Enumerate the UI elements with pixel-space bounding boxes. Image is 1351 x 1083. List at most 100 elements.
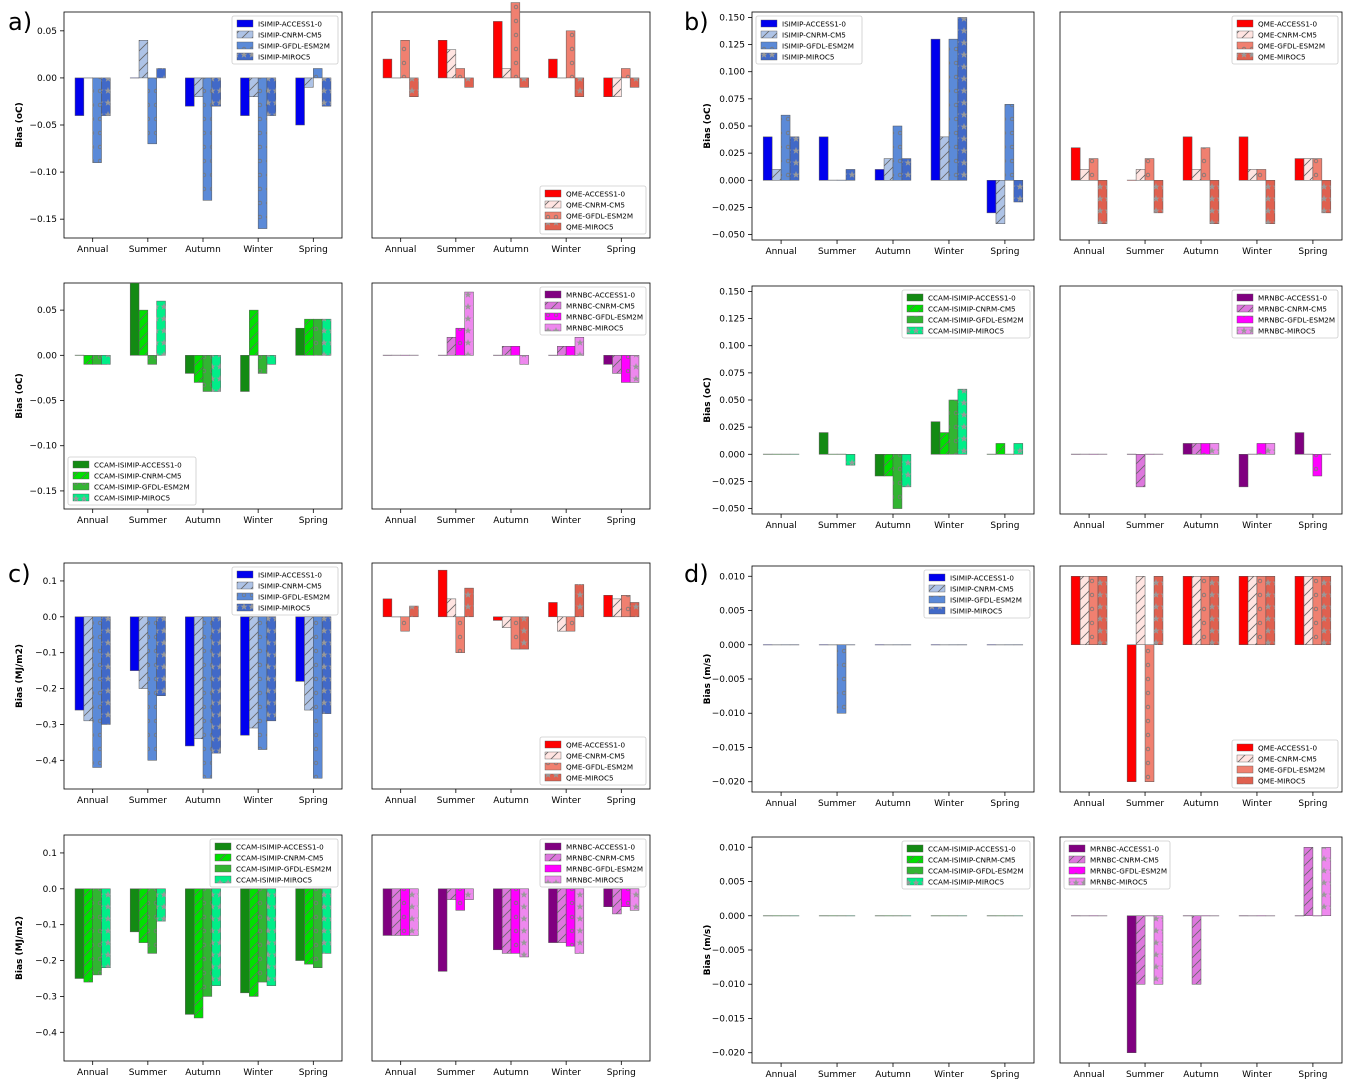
- x-tick-label: Summer: [818, 521, 856, 531]
- legend-label: QME-GFDL-ESM2M: [1258, 766, 1325, 775]
- x-tick-label: Annual: [77, 245, 108, 255]
- bar-mrnbc-access1-0-annual: [382, 354, 393, 356]
- legend-label: CCAM-ISIMIP-MIROC5: [94, 494, 170, 503]
- y-tick-label: 0.005: [719, 607, 745, 617]
- bar-mrnbc-access1-0-summer: [437, 888, 448, 972]
- bar-pattern: [574, 888, 584, 954]
- bar-pattern: [322, 616, 331, 714]
- bar-pattern: [266, 888, 276, 986]
- bar-pattern: [313, 888, 323, 968]
- x-tick-label: Summer: [1126, 1070, 1164, 1080]
- chart-panel-14: 0.010 0.005 0.000 −0.005 −0.010 −0.015 −0.020 B…: [703, 836, 1035, 1080]
- x-tick-label: Winter: [934, 799, 964, 809]
- x-tick-label: Winter: [243, 1068, 273, 1078]
- bar-pattern: [1089, 158, 1099, 181]
- bar-pattern: [1256, 576, 1266, 645]
- bar-mrnbc-gfdl-esm2m-annual: [400, 354, 410, 356]
- x-tick-label: Winter: [1242, 1070, 1272, 1080]
- x-tick-label: Winter: [934, 1070, 964, 1080]
- legend-swatch-pattern: [545, 763, 561, 770]
- bar-isimip-access1-0-annual: [762, 136, 773, 181]
- y-tick-label: −0.2: [35, 685, 57, 695]
- bar-qme-access1-0-spring: [1294, 576, 1305, 646]
- legend: ISIMIP-ACCESS1-0 ISIMIP-CNRM-CM5 ISIMIP-GF…: [755, 15, 863, 65]
- bar-qme-cnrm-cm5-annual: [391, 77, 401, 79]
- legend-swatch-pattern: [907, 327, 923, 334]
- y-tick-label: −0.1: [35, 649, 57, 659]
- bar-pattern: [1321, 576, 1331, 645]
- legend-label: MRNBC-ACCESS1-0: [1090, 845, 1159, 854]
- bar-pattern: [92, 616, 102, 768]
- legend-label: CCAM-ISIMIP-GFDL-ESM2M: [236, 865, 332, 874]
- y-tick-label: −0.005: [712, 946, 745, 956]
- legend-label: ISIMIP-CNRM-CM5: [258, 31, 322, 40]
- bar-ccam-isimip-cnrm-cm5-summer: [827, 915, 838, 917]
- bar-ccam-isimip-access1-0-summer: [129, 888, 140, 933]
- legend: CCAM-ISIMIP-ACCESS1-0 CCAM-ISIMIP-CNRM-CM…: [901, 289, 1031, 339]
- y-tick-label: −0.3: [35, 720, 57, 730]
- y-axis-label: Bias (oC): [703, 103, 713, 149]
- bar-pattern: [1256, 169, 1266, 181]
- bar-mrnbc-miroc5-annual: [1097, 915, 1108, 917]
- bar-ccam-isimip-access1-0-winter: [240, 355, 250, 392]
- legend: CCAM-ISIMIP-ACCESS1-0 CCAM-ISIMIP-CNRM-CM…: [209, 838, 339, 888]
- y-tick-label: −0.050: [712, 231, 746, 241]
- bar-ccam-isimip-gfdl-esm2m-spring: [1004, 915, 1015, 917]
- y-axis-label: Bias (oC): [15, 373, 25, 419]
- bar-isimip-cnrm-cm5-annual: [83, 77, 93, 79]
- bar-pattern: [940, 432, 949, 455]
- bar-qme-cnrm-cm5-winter: [557, 77, 567, 79]
- legend-swatch-pattern: [761, 42, 777, 49]
- y-tick-label: −0.005: [712, 675, 745, 685]
- bar-qme-access1-0-summer: [437, 569, 448, 618]
- x-tick-label: Annual: [765, 247, 796, 257]
- legend: MRNBC-ACCESS1-0 MRNBC-CNRM-CM5 MRNBC-GFDL-…: [539, 838, 647, 888]
- bar-ccam-isimip-access1-0-autumn: [185, 355, 195, 374]
- y-tick-label: 0.125: [719, 315, 745, 325]
- legend-swatch-pattern: [545, 223, 561, 230]
- chart-panel-0: 0.05 0.00 −0.05 −0.10 −0.15 Bias (oC) Annual Su…: [15, 11, 343, 255]
- bar-ccam-isimip-cnrm-cm5-autumn: [883, 915, 894, 917]
- bar-qme-access1-0-spring: [603, 77, 613, 97]
- bar-pattern: [464, 888, 474, 900]
- legend-label: QME-CNRM-CM5: [566, 752, 625, 761]
- legend-label: QME-ACCESS1-0: [566, 190, 625, 199]
- legend: MRNBC-ACCESS1-0 MRNBC-CNRM-CM5 MRNBC-GFDL-…: [1063, 840, 1171, 890]
- legend-label: MRNBC-CNRM-CM5: [566, 302, 635, 311]
- legend-label: CCAM-ISIMIP-MIROC5: [928, 327, 1004, 336]
- bar-pattern: [194, 616, 203, 739]
- bar-pattern: [266, 616, 276, 721]
- bar-pattern: [519, 77, 529, 88]
- bar-pattern: [901, 454, 911, 487]
- bar-pattern: [101, 77, 111, 116]
- bar-pattern: [409, 606, 419, 617]
- legend-label: CCAM-ISIMIP-GFDL-ESM2M: [928, 867, 1024, 876]
- bar-pattern: [156, 301, 166, 356]
- bar-pattern: [612, 355, 622, 374]
- x-tick-label: Autumn: [875, 1070, 911, 1080]
- bar-pattern: [211, 888, 221, 986]
- bar-pattern: [400, 888, 410, 936]
- y-tick-label: 0.010: [719, 843, 745, 853]
- bar-qme-access1-0-annual: [1070, 147, 1081, 181]
- y-tick-label: −0.05: [29, 397, 57, 407]
- bar-mrnbc-gfdl-esm2m-autumn: [1200, 915, 1211, 917]
- bar-pattern: [901, 158, 911, 181]
- legend-box: [539, 736, 647, 786]
- bar-pattern: [940, 136, 949, 181]
- bar-mrnbc-gfdl-esm2m-summer: [1144, 453, 1155, 455]
- x-tick-label: Summer: [129, 1068, 167, 1078]
- legend-swatch-pattern: [1069, 867, 1085, 874]
- legend-label: QME-GFDL-ESM2M: [566, 763, 633, 772]
- legend-box: [539, 185, 647, 235]
- legend-label: ISIMIP-CNRM-CM5: [258, 582, 322, 591]
- bar-pattern: [464, 292, 474, 356]
- legend-swatch-pattern: [237, 42, 253, 49]
- bar-pattern: [630, 888, 639, 911]
- legend-swatch-pattern: [73, 472, 89, 479]
- legend-swatch-pattern: [1237, 777, 1253, 784]
- bar-pattern: [139, 310, 148, 356]
- y-tick-label: −0.015: [712, 1014, 745, 1024]
- bar-ccam-isimip-access1-0-winter: [930, 421, 941, 455]
- bar-isimip-gfdl-esm2m-annual: [780, 644, 791, 646]
